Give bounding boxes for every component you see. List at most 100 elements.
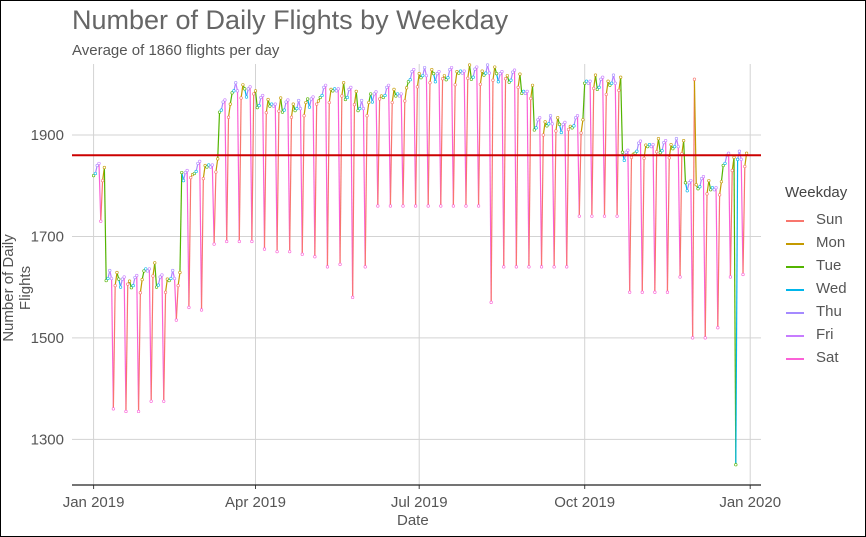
series-segment-mon (492, 66, 496, 81)
data-point-tue (532, 128, 536, 132)
data-point-thu (183, 170, 187, 175)
series-segment-mon (215, 158, 219, 173)
series-segment-sat (236, 90, 240, 242)
data-point-thu (662, 141, 666, 145)
data-point-sun (378, 97, 382, 101)
series-segment-mon (290, 103, 294, 118)
series-segment-sun (251, 93, 255, 242)
series-segment-mon (479, 71, 483, 85)
series-segment-tue (683, 140, 687, 183)
y-tick-label: 1900 (31, 127, 64, 144)
data-point-sun (642, 156, 646, 160)
data-point-sun (201, 177, 205, 181)
series-segment-sun (528, 98, 532, 267)
data-point-thu (435, 72, 439, 76)
data-point-mon (153, 261, 157, 265)
data-point-thu (322, 85, 326, 89)
data-point-wed (320, 93, 324, 98)
series-segment-sun (540, 135, 544, 267)
series-segment-mon (328, 89, 332, 103)
series-segment-mon (391, 89, 395, 103)
data-point-tue (658, 151, 662, 155)
data-point-fri (223, 98, 227, 102)
series-segment-sun (503, 78, 507, 267)
series-segment-tue (103, 167, 107, 281)
data-point-thu (372, 92, 376, 96)
data-point-mon (316, 99, 321, 103)
data-point-sat (338, 262, 342, 266)
series-segment-sun (100, 180, 104, 222)
series-segment-tue (720, 165, 724, 182)
data-point-sat (615, 214, 619, 218)
series-segment-sat (425, 75, 429, 207)
data-point-sun (579, 131, 583, 135)
data-point-thu (171, 268, 175, 273)
series-segment-sat (375, 91, 379, 207)
data-point-fri (261, 93, 265, 98)
data-point-tue (620, 150, 625, 154)
data-point-fri (475, 65, 479, 69)
series-segment-sun (440, 78, 444, 207)
data-point-sat (514, 265, 518, 269)
series-segment-sun (352, 104, 356, 298)
series-segment-sat (652, 144, 656, 293)
data-point-tue (167, 278, 171, 283)
data-point-sat (124, 409, 128, 414)
series-segment-wed (735, 159, 739, 465)
data-point-wed (446, 76, 450, 80)
data-point-fri (525, 89, 529, 93)
data-point-fri (248, 85, 252, 89)
data-point-sat (136, 409, 141, 414)
data-point-wed (345, 95, 349, 100)
data-point-tue (356, 109, 360, 113)
data-point-fri (613, 81, 617, 85)
data-point-wed (521, 89, 526, 93)
data-point-thu (586, 81, 590, 85)
data-point-tue (709, 188, 713, 192)
series-segment-sun (742, 166, 746, 275)
data-point-thu (271, 104, 276, 108)
y-axis-title: Number of Daily Flights (0, 234, 34, 342)
series-segment-mon (580, 119, 584, 134)
data-point-tue (192, 171, 196, 176)
data-point-sat (577, 214, 581, 218)
x-tick-label: Jan 2019 (63, 494, 125, 511)
series-segment-sat (488, 73, 492, 303)
data-point-mon (745, 151, 749, 155)
series-segment-sun (666, 157, 670, 293)
series-segment-sun (226, 117, 230, 242)
data-point-sat (464, 204, 468, 208)
data-point-sun (655, 150, 659, 154)
data-point-wed (635, 149, 639, 153)
data-point-sun (529, 96, 533, 101)
series-segment-mon (542, 121, 546, 136)
series-segment-sat (501, 71, 505, 267)
data-point-sat (552, 265, 556, 269)
data-point-thu (737, 149, 742, 153)
series-segment-mon (416, 73, 420, 87)
series-segment-sat (476, 67, 480, 207)
data-point-thu (158, 275, 162, 279)
x-tick-label: Oct 2019 (554, 494, 615, 511)
data-point-fri (210, 163, 214, 167)
data-point-fri (714, 186, 718, 190)
data-point-sat (363, 265, 367, 269)
data-point-sun (252, 92, 256, 96)
series-segment-sat (740, 159, 744, 275)
data-point-fri (97, 161, 101, 166)
data-point-wed (358, 107, 362, 111)
series-segment-sat (224, 100, 228, 242)
data-point-wed (496, 80, 500, 84)
data-point-sat (741, 272, 745, 277)
data-point-sun (705, 192, 709, 196)
data-point-fri (311, 95, 315, 99)
data-point-wed (181, 179, 186, 183)
data-point-sun (743, 164, 747, 169)
data-point-fri (588, 79, 592, 83)
series-segment-sat (274, 104, 278, 252)
y-tick-label: 1300 (31, 431, 64, 448)
data-point-fri (412, 67, 416, 72)
data-point-fri (324, 83, 328, 87)
data-point-sat (476, 204, 481, 208)
data-point-thu (611, 73, 616, 77)
